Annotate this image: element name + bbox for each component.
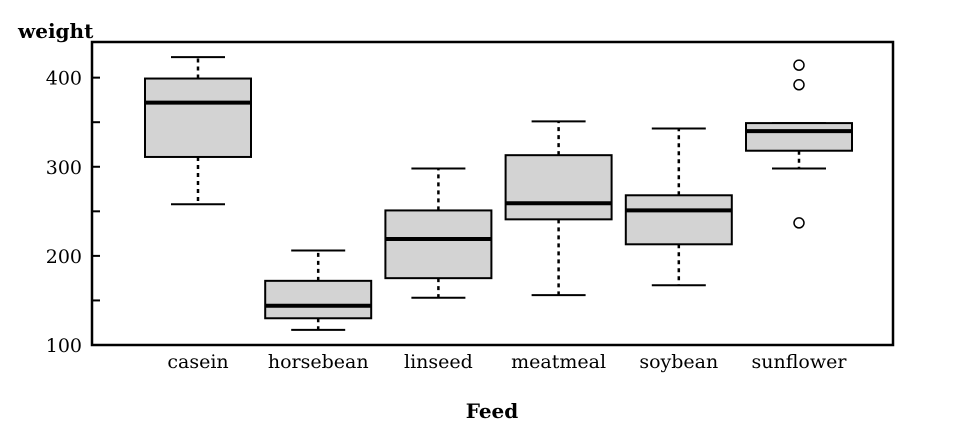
x-tick-label: casein [167, 351, 228, 373]
y-tick-label: 100 [46, 335, 82, 357]
box-sunflower [745, 122, 853, 152]
x-tick-label: horsebean [268, 351, 369, 373]
box-casein [144, 77, 252, 158]
box-soybean [624, 194, 733, 246]
box-linseed [384, 209, 493, 280]
plot-frame [90, 40, 895, 347]
box-meatmeal [504, 154, 613, 221]
x-tick-label: sunflower [752, 351, 848, 373]
outlier-point [793, 217, 805, 229]
y-axis-title: weight [17, 19, 94, 43]
y-tick-label: 400 [46, 68, 82, 90]
box-horsebean [264, 279, 373, 320]
x-tick-label: soybean [639, 351, 718, 373]
x-axis-title: Feed [466, 399, 519, 423]
y-tick-label: 200 [46, 246, 82, 268]
x-tick-label: linseed [404, 351, 473, 373]
outlier-point [793, 79, 805, 91]
y-tick-label: 300 [46, 157, 82, 179]
outlier-point [793, 59, 805, 71]
x-tick-label: meatmeal [511, 351, 606, 373]
